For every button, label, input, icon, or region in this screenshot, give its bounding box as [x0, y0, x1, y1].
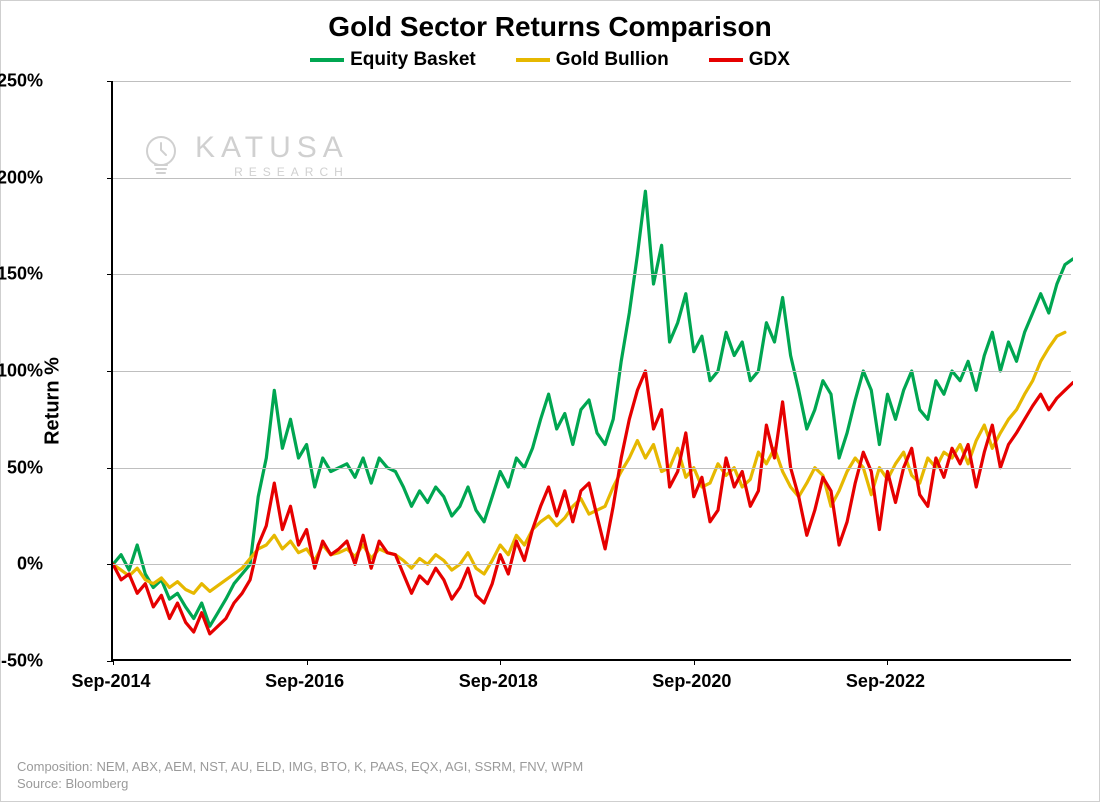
y-tick-label: 100% — [0, 361, 43, 382]
chart-footer: Composition: NEM, ABX, AEM, NST, AU, ELD… — [17, 758, 583, 793]
plot-area-wrap: Return % -50%0%50%100%150%200%250% KATUS… — [15, 81, 1085, 721]
legend-item-gdx: GDX — [709, 49, 790, 71]
composition-label: Composition: — [17, 759, 93, 774]
source-label: Source: — [17, 776, 62, 791]
gridline — [113, 274, 1071, 275]
legend: Equity Basket Gold Bullion GDX — [15, 49, 1085, 71]
x-tick-label: Sep-2014 — [71, 671, 150, 692]
y-tick-label: 0% — [0, 554, 43, 575]
y-tick-label: 250% — [0, 71, 43, 92]
legend-swatch — [709, 58, 743, 62]
legend-swatch — [310, 58, 344, 62]
gridline — [113, 468, 1071, 469]
x-tick-label: Sep-2018 — [459, 671, 538, 692]
source-line: Source: Bloomberg — [17, 775, 583, 793]
legend-item-bullion: Gold Bullion — [516, 49, 669, 71]
gridline — [113, 81, 1071, 82]
y-tick-label: -50% — [0, 651, 43, 672]
legend-label: GDX — [749, 49, 790, 71]
gridline — [113, 371, 1071, 372]
x-tick-label: Sep-2016 — [265, 671, 344, 692]
composition-line: Composition: NEM, ABX, AEM, NST, AU, ELD… — [17, 758, 583, 776]
x-tick-label: Sep-2022 — [846, 671, 925, 692]
gridline — [113, 564, 1071, 565]
legend-swatch — [516, 58, 550, 62]
legend-label: Gold Bullion — [556, 49, 669, 71]
y-tick-label: 50% — [0, 457, 43, 478]
y-tick-label: 200% — [0, 167, 43, 188]
legend-label: Equity Basket — [350, 49, 476, 71]
series-line — [113, 191, 1073, 626]
source-text: Bloomberg — [65, 776, 128, 791]
y-tick-label: 150% — [0, 264, 43, 285]
legend-item-equity: Equity Basket — [310, 49, 476, 71]
chart-title: Gold Sector Returns Comparison — [15, 11, 1085, 43]
composition-text: NEM, ABX, AEM, NST, AU, ELD, IMG, BTO, K… — [97, 759, 584, 774]
gridline — [113, 178, 1071, 179]
y-axis-label: Return % — [41, 357, 64, 445]
plot-area: KATUSA RESEARCH — [111, 81, 1071, 661]
x-tick-label: Sep-2020 — [652, 671, 731, 692]
chart-frame: Gold Sector Returns Comparison Equity Ba… — [0, 0, 1100, 802]
